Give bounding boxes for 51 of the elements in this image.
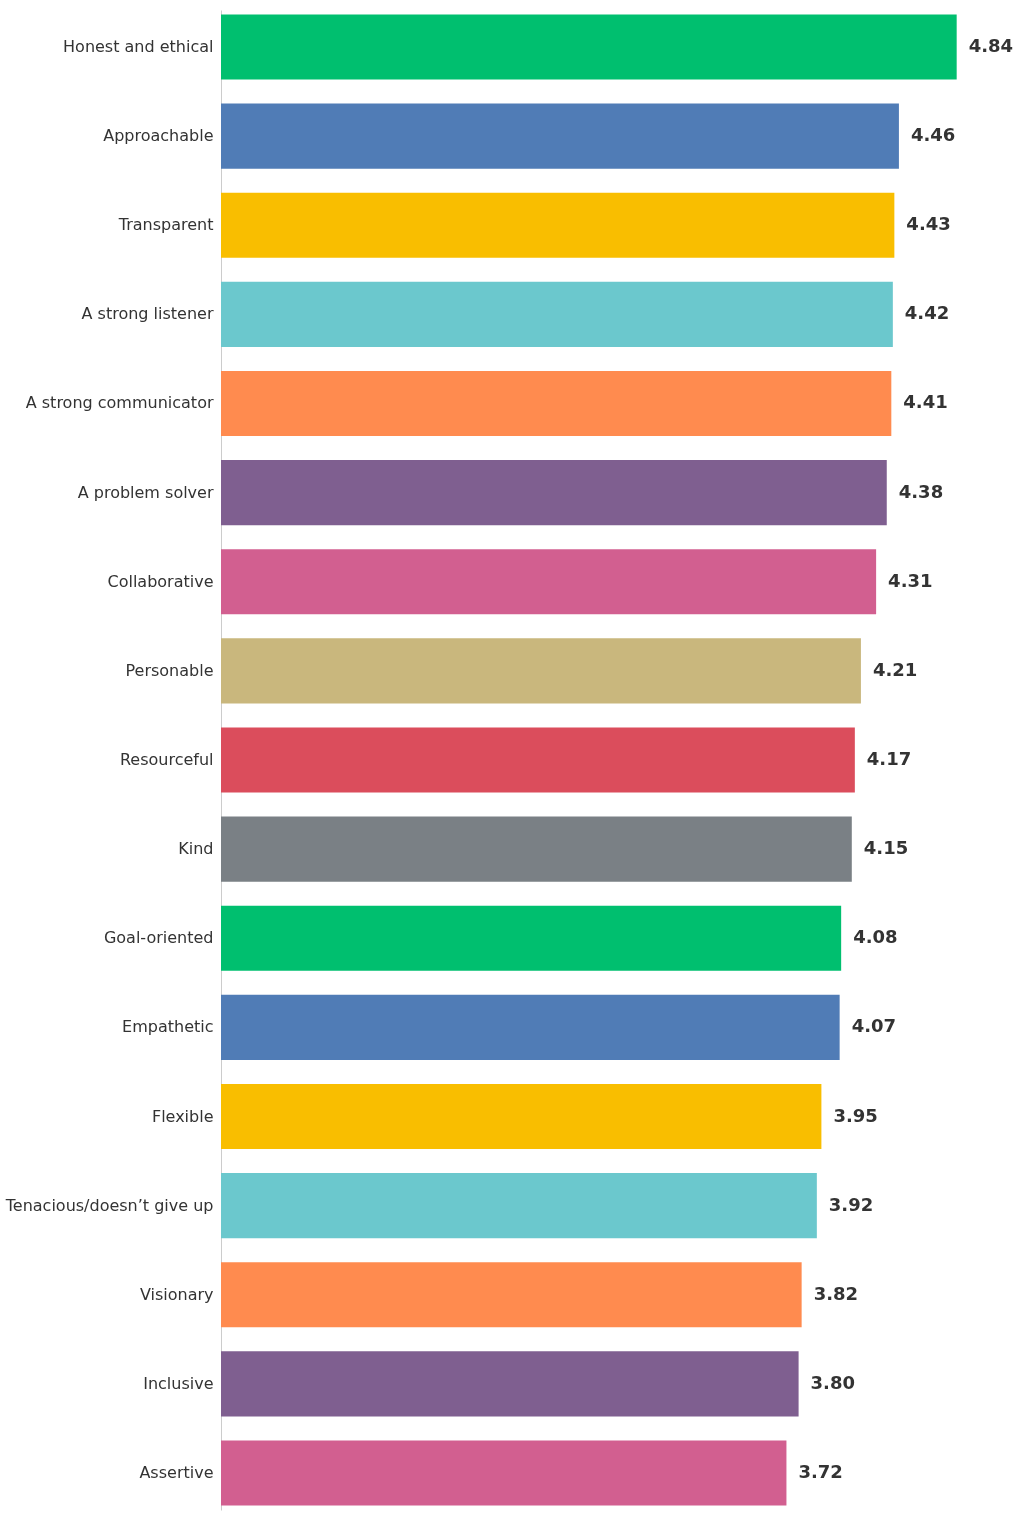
bar bbox=[221, 192, 895, 258]
y-tick-label: Honest and ethical bbox=[63, 36, 214, 56]
bar bbox=[221, 1173, 817, 1239]
y-tick-label: Tenacious/doesn’t give up bbox=[4, 1195, 214, 1215]
bar bbox=[221, 370, 892, 437]
y-tick-label: Approachable bbox=[103, 126, 214, 146]
data-label: 4.84 bbox=[968, 34, 1014, 56]
data-label: 3.72 bbox=[798, 1461, 843, 1483]
data-label: 4.43 bbox=[906, 213, 951, 235]
data-label: 4.46 bbox=[910, 124, 956, 146]
y-tick-label: Flexible bbox=[151, 1106, 214, 1126]
data-label: 3.82 bbox=[813, 1282, 859, 1304]
bar bbox=[221, 14, 957, 80]
data-label: 3.80 bbox=[810, 1371, 856, 1393]
y-tick-label: Empathetic bbox=[122, 1017, 214, 1037]
data-label: 4.08 bbox=[853, 926, 898, 948]
y-tick-label: Personable bbox=[125, 660, 214, 680]
bar bbox=[221, 905, 842, 971]
data-label: 3.95 bbox=[833, 1104, 878, 1126]
y-tick-label: A problem solver bbox=[77, 482, 214, 502]
bar bbox=[221, 1083, 822, 1150]
y-tick-label: Assertive bbox=[139, 1463, 214, 1483]
data-label: 4.38 bbox=[898, 480, 944, 502]
data-label: 4.15 bbox=[863, 837, 909, 859]
bar bbox=[221, 549, 877, 615]
y-tick-label: Goal-oriented bbox=[103, 928, 214, 948]
bar bbox=[221, 103, 899, 169]
data-label: 4.07 bbox=[851, 1015, 897, 1037]
data-label: 4.41 bbox=[903, 391, 948, 413]
bar bbox=[221, 994, 840, 1060]
bar bbox=[221, 638, 861, 704]
bar bbox=[221, 816, 852, 882]
bar bbox=[221, 1262, 802, 1328]
data-label: 3.92 bbox=[828, 1193, 874, 1215]
data-label: 4.31 bbox=[888, 569, 933, 591]
data-label: 4.42 bbox=[904, 302, 950, 324]
bar bbox=[221, 281, 893, 347]
bar bbox=[221, 1351, 799, 1417]
bar bbox=[221, 727, 855, 793]
y-tick-label: A strong communicator bbox=[25, 393, 214, 413]
y-tick-label: Inclusive bbox=[143, 1373, 214, 1393]
data-label: 4.17 bbox=[866, 748, 912, 769]
y-tick-label: A strong listener bbox=[81, 304, 214, 324]
y-tick-label: Kind bbox=[178, 839, 214, 859]
data-label: 4.21 bbox=[872, 658, 918, 680]
y-tick-label: Visionary bbox=[139, 1284, 214, 1304]
y-tick-label: Transparent bbox=[117, 215, 214, 235]
y-tick-label: Collaborative bbox=[107, 571, 214, 591]
y-tick-label: Resourceful bbox=[119, 750, 214, 769]
bar bbox=[221, 1440, 787, 1506]
bar bbox=[221, 460, 887, 526]
